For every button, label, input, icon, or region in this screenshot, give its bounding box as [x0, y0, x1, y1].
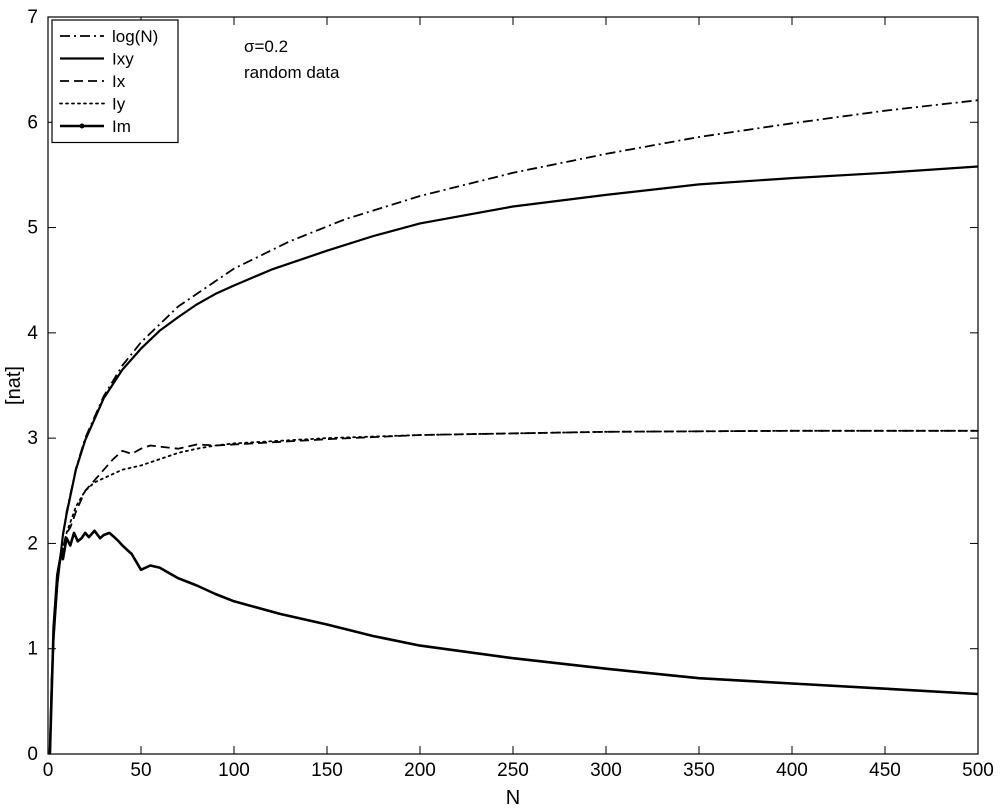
legend-label: Ixy [112, 50, 134, 69]
y-tick-label: 1 [27, 639, 38, 660]
x-tick-label: 0 [43, 760, 54, 781]
series-line-iy [49, 429, 979, 755]
y-tick-label: 6 [27, 112, 38, 133]
legend-label: Ix [112, 72, 126, 91]
legend: log(N) Ixy Ix Iy Im [51, 19, 179, 144]
legend-marker [79, 123, 85, 129]
y-tick-label: 5 [27, 218, 38, 239]
x-tick-label: 300 [590, 760, 622, 781]
x-tick-label: 150 [311, 760, 343, 781]
series-layer [48, 99, 979, 755]
y-axis-label: [nat] [3, 366, 25, 405]
y-tick-label: 4 [27, 323, 38, 344]
legend-label: log(N) [112, 27, 158, 46]
plot-frame [47, 16, 979, 755]
y-tick-label: 7 [27, 7, 38, 28]
annotations-layer: σ=0.2 random data [244, 37, 340, 82]
x-tick-label: 400 [776, 760, 808, 781]
x-tick-label: 500 [962, 760, 994, 781]
x-tick-label: 50 [130, 760, 151, 781]
annotation-text: σ=0.2 [244, 37, 288, 56]
x-tick-label: 450 [869, 760, 901, 781]
x-tick-label: 350 [683, 760, 715, 781]
y-tick-label: 2 [27, 533, 38, 554]
y-tick-label: 3 [27, 428, 38, 449]
annotation-text: random data [244, 63, 340, 82]
y-tick-label: 0 [27, 744, 38, 765]
series-line-ix [49, 429, 978, 755]
legend-label: Iy [112, 95, 126, 114]
series-line-log-n- [49, 99, 979, 755]
x-axis-label: N [506, 787, 520, 809]
x-tick-label: 100 [218, 760, 250, 781]
series-line-ixy [48, 165, 979, 755]
legend-box [51, 19, 179, 144]
x-tick-label: 250 [497, 760, 529, 781]
legend-label: Im [112, 117, 131, 136]
series-line-im [48, 529, 979, 755]
x-tick-label: 200 [404, 760, 436, 781]
ticks-layer: 0 50 100 150 200 250 300 350 400 450 500 0 1 2 3 4 5 6 7 [27, 7, 993, 781]
